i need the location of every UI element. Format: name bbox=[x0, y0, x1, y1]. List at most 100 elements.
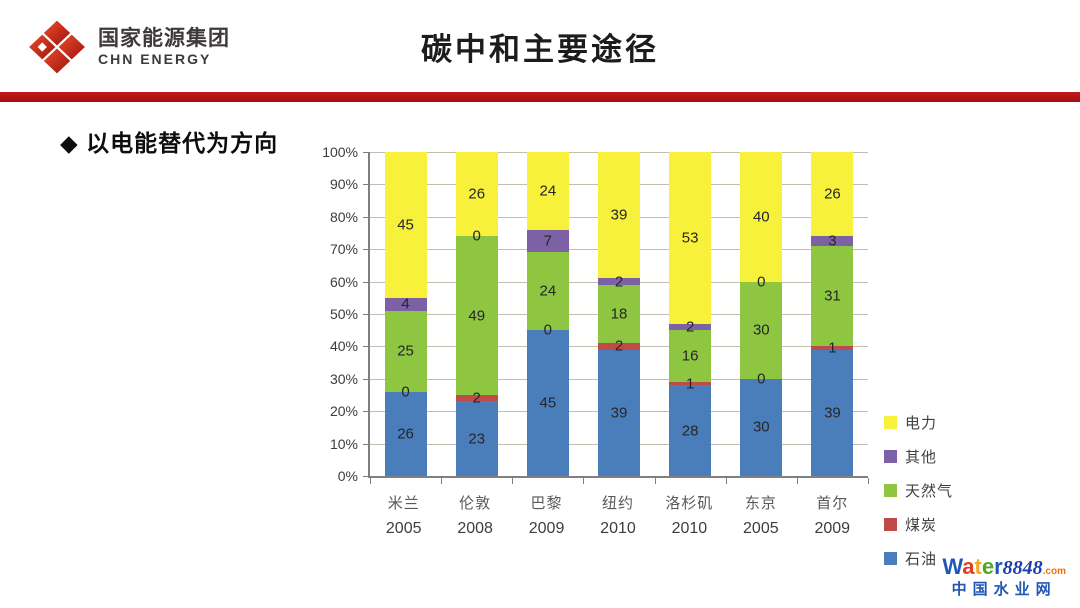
bar-segment bbox=[455, 395, 498, 402]
header: 国家能源集团 CHN ENERGY 碳中和主要途径 bbox=[0, 0, 1080, 92]
y-axis-tick bbox=[363, 411, 370, 413]
watermark-tld: .com bbox=[1042, 566, 1066, 578]
legend-item: 其他 bbox=[884, 445, 953, 467]
bar-value-label: 1 bbox=[685, 375, 695, 393]
legend-swatch bbox=[884, 449, 897, 463]
bar-segment bbox=[526, 252, 569, 331]
bar-segment bbox=[669, 323, 712, 331]
header-divider bbox=[0, 92, 1080, 102]
bar-segment bbox=[740, 152, 783, 282]
legend-label: 电力 bbox=[905, 414, 938, 432]
y-axis-tick bbox=[363, 281, 370, 283]
category-city: 纽约 bbox=[601, 495, 634, 512]
bar-segment bbox=[384, 391, 427, 476]
bar-value-label: 0 bbox=[472, 227, 481, 245]
bar-value-label: 1 bbox=[828, 339, 837, 357]
bar-value-label: 45 bbox=[539, 394, 557, 412]
x-axis-tick bbox=[725, 478, 727, 484]
bar-value-label: 39 bbox=[824, 404, 841, 422]
bar-segment bbox=[811, 346, 854, 350]
bar-segment bbox=[526, 152, 569, 230]
legend-label: 其他 bbox=[905, 448, 938, 466]
bar: 26 0 25 4 45 bbox=[384, 152, 427, 476]
bar-value-label: 31 bbox=[824, 287, 841, 305]
legend: 电力 其他 天然气 煤炭 石油 bbox=[884, 411, 953, 581]
bar-segment bbox=[526, 229, 569, 253]
logo-cn-name: 国家能源集团 bbox=[98, 26, 230, 50]
bar-value-label: 26 bbox=[397, 425, 414, 443]
bar-segment bbox=[455, 401, 498, 476]
category-city: 东京 bbox=[744, 495, 777, 512]
category-city: 伦敦 bbox=[459, 495, 492, 512]
bar-segment bbox=[455, 152, 498, 237]
y-axis-label: 40% bbox=[329, 338, 358, 355]
bar-value-label: 24 bbox=[539, 282, 557, 300]
category-year: 2005 bbox=[743, 520, 779, 537]
y-axis-label: 60% bbox=[329, 273, 358, 290]
bar-value-label: 0 bbox=[543, 321, 553, 339]
x-axis-category: 纽约 2010 bbox=[582, 492, 653, 538]
legend-swatch bbox=[884, 483, 897, 497]
bar-value-label: 26 bbox=[468, 185, 486, 203]
y-axis-label: 50% bbox=[329, 306, 358, 322]
y-axis-label: 100% bbox=[322, 144, 358, 160]
x-axis-tick bbox=[654, 478, 656, 484]
bar-value-label: 39 bbox=[610, 404, 628, 422]
watermark-line1: Water8848.com bbox=[942, 555, 1066, 579]
category-year: 2005 bbox=[385, 520, 422, 537]
category-year: 2010 bbox=[671, 520, 708, 537]
category-year: 2008 bbox=[457, 520, 493, 537]
legend-label: 天然气 bbox=[905, 482, 954, 500]
bar-value-label: 26 bbox=[824, 185, 841, 203]
x-axis-tick bbox=[868, 478, 869, 484]
watermark-brand-letter: t bbox=[974, 554, 982, 580]
watermark-brand-letter: e bbox=[981, 554, 995, 580]
bar-value-label: 18 bbox=[610, 305, 628, 323]
bar-value-label: 23 bbox=[468, 430, 486, 448]
bar-segment bbox=[384, 310, 427, 392]
page-title: 碳中和主要途径 bbox=[421, 32, 659, 67]
watermark-number: 8848 bbox=[1002, 557, 1043, 580]
bar-value-label: 2 bbox=[614, 337, 624, 355]
y-axis-label: 10% bbox=[329, 435, 358, 452]
bar-value-label: 4 bbox=[401, 295, 410, 313]
watermark-brand-letter: a bbox=[962, 554, 975, 580]
y-axis-label: 20% bbox=[329, 403, 358, 420]
category-city: 洛杉矶 bbox=[665, 495, 714, 512]
y-axis-tick bbox=[363, 152, 370, 153]
logo-en-name: CHN ENERGY bbox=[98, 51, 212, 68]
logo: 国家能源集团 CHN ENERGY bbox=[26, 18, 230, 76]
category-city: 米兰 bbox=[387, 495, 420, 512]
bar-segment bbox=[455, 236, 498, 395]
y-axis-label: 0% bbox=[337, 468, 358, 484]
x-axis-tick bbox=[441, 478, 443, 484]
bar: 30 0 30 0 40 bbox=[740, 152, 783, 476]
bar: 28 1 16 2 53 bbox=[669, 152, 712, 476]
bar-value-label: 28 bbox=[681, 422, 699, 440]
bar-value-label: 0 bbox=[757, 273, 766, 291]
bullet-heading: ◆ 以电能替代为方向 bbox=[60, 130, 279, 156]
bar-value-label: 2 bbox=[685, 318, 695, 336]
y-axis-tick bbox=[363, 346, 370, 348]
legend-swatch bbox=[884, 551, 897, 565]
y-axis-tick bbox=[363, 184, 370, 186]
logo-text: 国家能源集团 CHN ENERGY bbox=[98, 27, 230, 67]
bar-segment bbox=[669, 382, 712, 386]
legend-item: 煤炭 bbox=[884, 513, 953, 535]
legend-label: 煤炭 bbox=[905, 516, 938, 534]
y-axis-tick bbox=[363, 378, 370, 380]
bar-value-label: 25 bbox=[397, 342, 414, 360]
chn-energy-logo-icon bbox=[29, 20, 85, 74]
bar: 39 2 18 2 39 bbox=[598, 152, 640, 476]
bar: 23 2 49 0 26 bbox=[455, 152, 498, 476]
bar-segment bbox=[669, 152, 712, 324]
x-axis-category: 伦敦 2008 bbox=[439, 492, 510, 538]
bar-value-label: 0 bbox=[401, 383, 410, 401]
watermark-brand-letter: r bbox=[994, 554, 1003, 580]
x-axis-category: 洛杉矶 2010 bbox=[654, 492, 725, 538]
bar-value-label: 30 bbox=[752, 321, 770, 339]
y-axis-label: 80% bbox=[329, 208, 358, 225]
bar-segment bbox=[384, 152, 427, 298]
bar-value-label: 0 bbox=[757, 370, 766, 388]
bar-segment bbox=[669, 330, 712, 383]
